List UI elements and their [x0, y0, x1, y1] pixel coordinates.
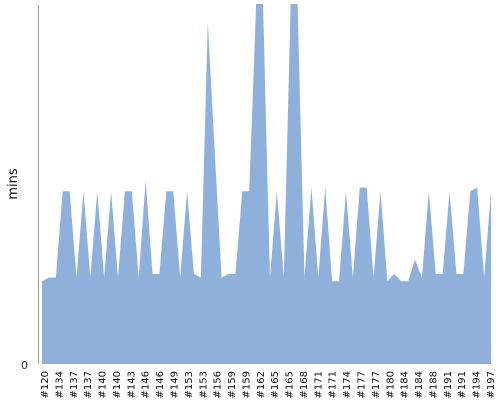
plot-area	[42, 4, 491, 364]
x-tick-label: #134	[54, 371, 65, 398]
x-tick-label: #156	[213, 371, 224, 398]
x-tick-label: #197	[486, 371, 497, 398]
x-tick-label: #168	[299, 371, 310, 398]
y-tick-label-0: 0	[21, 359, 28, 372]
x-tick-label: #194	[472, 371, 483, 398]
x-tick-label: #171	[328, 371, 339, 398]
x-tick-label: #153	[184, 371, 195, 398]
x-tick-label: #153	[198, 371, 209, 398]
x-tick-label: #137	[83, 371, 94, 398]
x-tick-label: #165	[285, 371, 296, 398]
x-tick-label: #137	[69, 371, 80, 398]
x-tick-label: #191	[443, 371, 454, 398]
x-tick-label: #188	[429, 371, 440, 398]
x-tick-label: #143	[126, 371, 137, 398]
x-tick-label: #140	[112, 371, 123, 398]
x-tick-label: #149	[170, 371, 181, 398]
x-tick-label: #146	[155, 371, 166, 398]
y-axis-title: mins	[6, 168, 21, 200]
x-tick-label: #180	[385, 371, 396, 398]
x-tick-label: #159	[241, 371, 252, 398]
x-tick-label: #184	[414, 371, 425, 398]
x-tick-label: #159	[227, 371, 238, 398]
x-tick-label: #120	[40, 371, 51, 398]
x-tick-label: #146	[141, 371, 152, 398]
x-tick-label: #191	[457, 371, 468, 398]
x-tick-label: #174	[342, 371, 353, 398]
x-axis-ticks: #120 #134 #137 #137 #140 #140 #143 #146 #146 #149…	[40, 371, 497, 398]
x-tick-label: #165	[270, 371, 281, 398]
x-tick-label: #177	[357, 371, 368, 398]
x-tick-label: #184	[400, 371, 411, 398]
x-tick-label: #162	[256, 371, 267, 398]
x-tick-label: #177	[371, 371, 382, 398]
x-tick-label: #140	[98, 371, 109, 398]
series-area	[42, 4, 491, 364]
x-tick-label: #171	[313, 371, 324, 398]
